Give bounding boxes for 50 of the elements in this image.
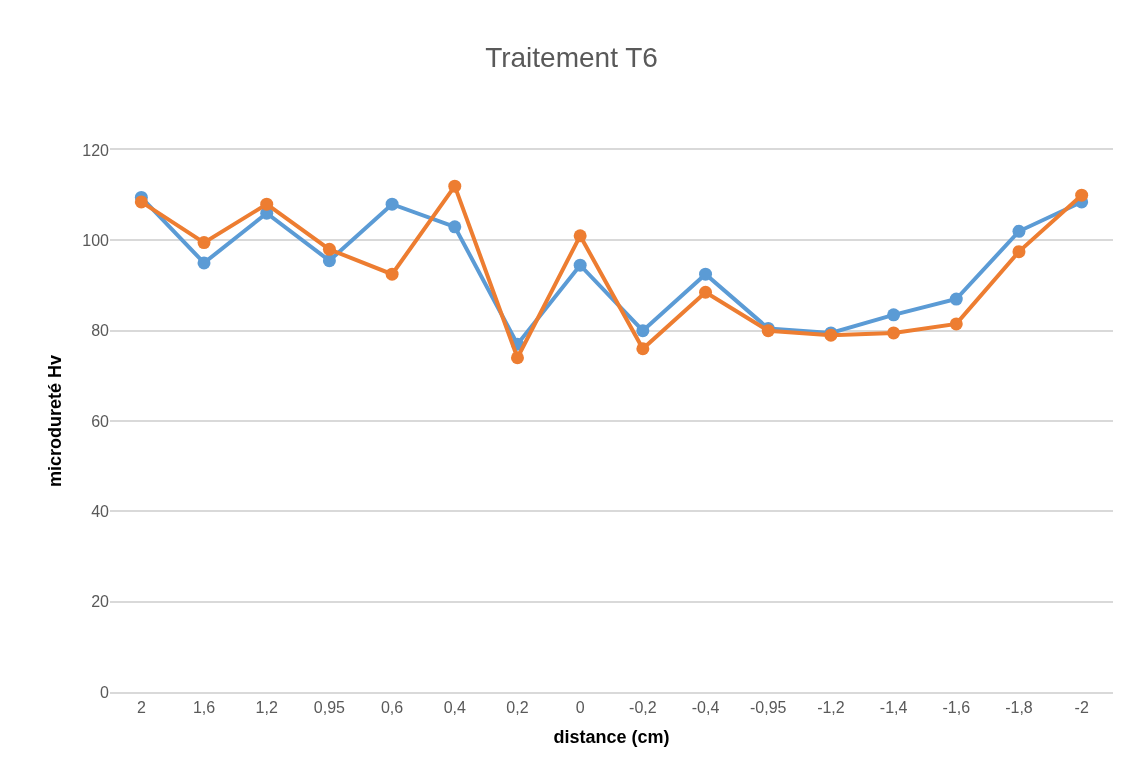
- point: [636, 342, 650, 356]
- x-tick-label: 0,95: [313, 698, 346, 716]
- y-tick-label: 40: [91, 502, 110, 520]
- x-tick-label: 0,4: [443, 698, 466, 716]
- x-tick-label: -1,2: [817, 698, 845, 716]
- chart-title: Traitement T6: [485, 41, 658, 73]
- y-tick-label: 0: [100, 683, 110, 701]
- point: [197, 236, 211, 250]
- point: [385, 267, 399, 281]
- point: [1012, 245, 1026, 259]
- y-tick-label: 100: [82, 231, 110, 249]
- point: [197, 256, 211, 270]
- x-tick-label: -1,8: [1005, 698, 1033, 716]
- point: [448, 220, 462, 234]
- point: [887, 308, 901, 322]
- point: [573, 258, 587, 272]
- x-tick-label: 1,2: [255, 698, 278, 716]
- x-tick-label: 1,6: [192, 698, 216, 716]
- point: [699, 285, 713, 299]
- point: [1012, 224, 1026, 238]
- x-axis-title: distance (cm): [553, 726, 670, 747]
- point: [949, 317, 963, 331]
- x-tick-label: -0,95: [749, 698, 787, 716]
- x-tick-label: -0,4: [691, 698, 720, 716]
- point: [134, 195, 148, 209]
- point: [573, 229, 587, 243]
- x-tick-label: -0,2: [629, 698, 657, 716]
- y-tick-label: 20: [91, 593, 110, 611]
- point: [699, 267, 713, 281]
- x-tick-label: 0: [575, 698, 585, 716]
- point: [510, 351, 524, 365]
- point: [887, 326, 901, 340]
- point: [949, 292, 963, 306]
- point: [322, 254, 336, 268]
- point: [385, 197, 399, 211]
- x-tick-label: -1,4: [879, 698, 908, 716]
- y-tick-label: 120: [82, 141, 110, 159]
- point: [636, 324, 650, 338]
- y-axis-title: microdureté Hv: [45, 354, 66, 488]
- x-tick-label: -2: [1074, 698, 1089, 716]
- x-tick-label: 0,6: [380, 698, 404, 716]
- x-tick-label: 2: [136, 698, 146, 716]
- y-tick-label: 60: [91, 412, 110, 430]
- x-tick-label: -1,6: [942, 698, 971, 716]
- x-tick-label: 0,2: [506, 698, 529, 716]
- point: [448, 179, 462, 193]
- point: [322, 242, 336, 256]
- point: [260, 197, 274, 211]
- point: [1075, 188, 1089, 202]
- y-tick-label: 80: [91, 322, 110, 340]
